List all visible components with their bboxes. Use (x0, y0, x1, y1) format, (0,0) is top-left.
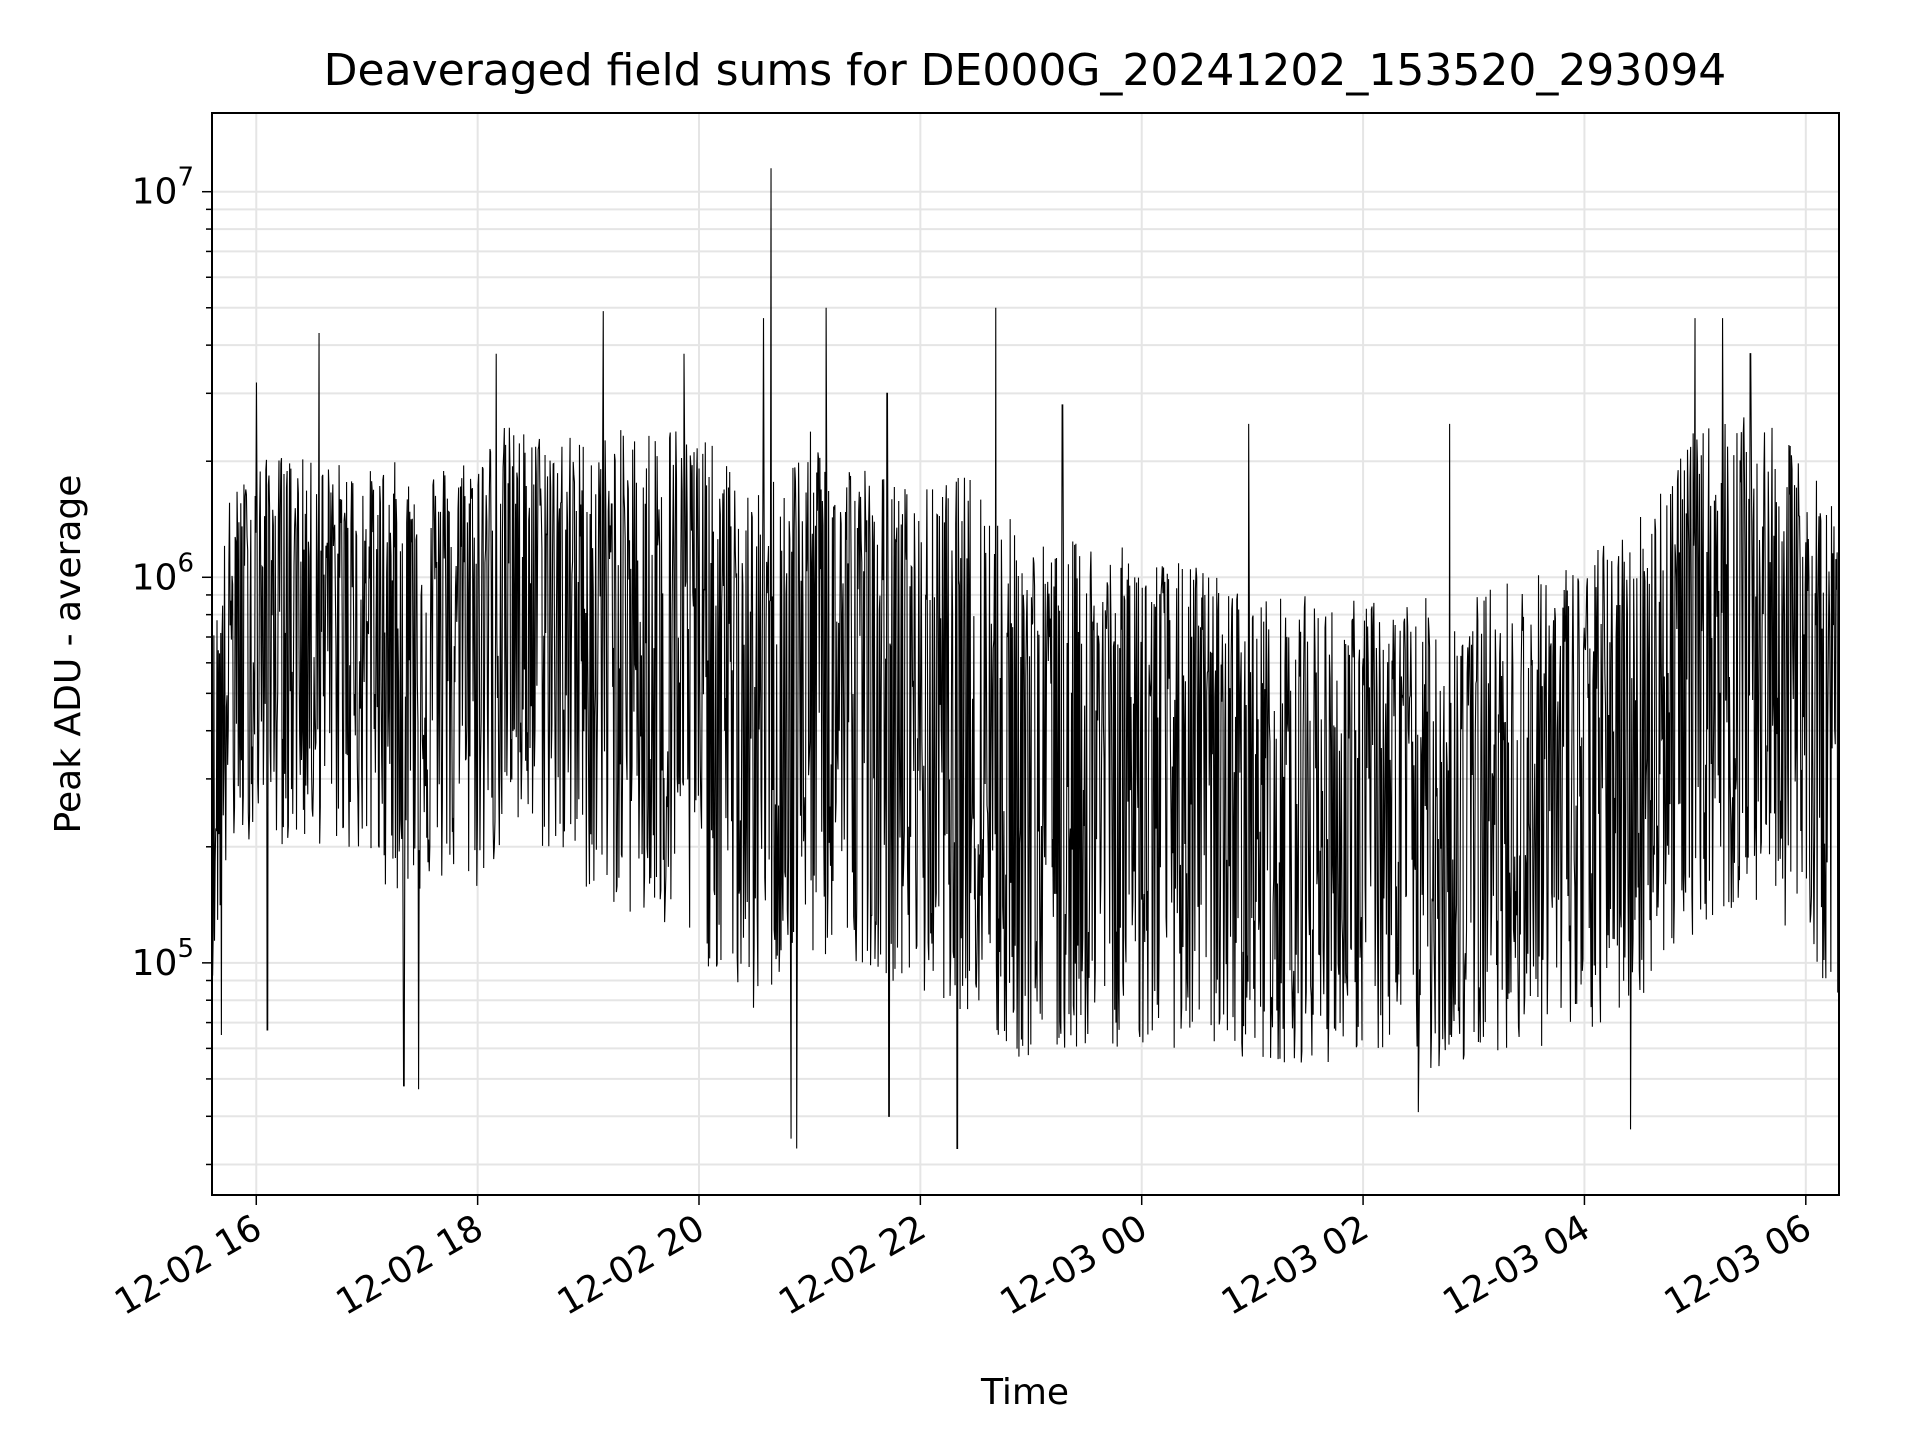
y-tick-label: 105 (132, 934, 194, 984)
plot-frame (211, 112, 1840, 1196)
x-tick-label: 12-02 18 (329, 1207, 490, 1323)
x-tick-label: 12-03 00 (994, 1207, 1155, 1323)
x-tick-label: 12-03 04 (1436, 1207, 1597, 1323)
x-tick-label: 12-02 16 (108, 1207, 269, 1323)
y-tick-label: 106 (132, 548, 194, 598)
x-tick-label: 12-02 22 (772, 1207, 933, 1323)
y-axis: 105 106 107 (132, 163, 212, 1166)
x-tick-label: 12-03 02 (1215, 1207, 1376, 1323)
x-axis-label: Time (980, 1372, 1069, 1413)
x-tick-label: 12-03 06 (1658, 1207, 1819, 1323)
x-tick-label: 12-02 20 (551, 1207, 712, 1323)
chart-title: Deaveraged field sums for DE000G_2024120… (324, 45, 1727, 96)
x-axis: 12-02 16 12-02 18 12-02 20 12-02 22 12-03 00… (108, 1195, 1818, 1324)
series-line (212, 168, 1839, 1150)
y-axis-label: Peak ADU - average (48, 475, 89, 834)
plot-area (212, 168, 1839, 1150)
y-tick-label: 107 (132, 163, 194, 213)
